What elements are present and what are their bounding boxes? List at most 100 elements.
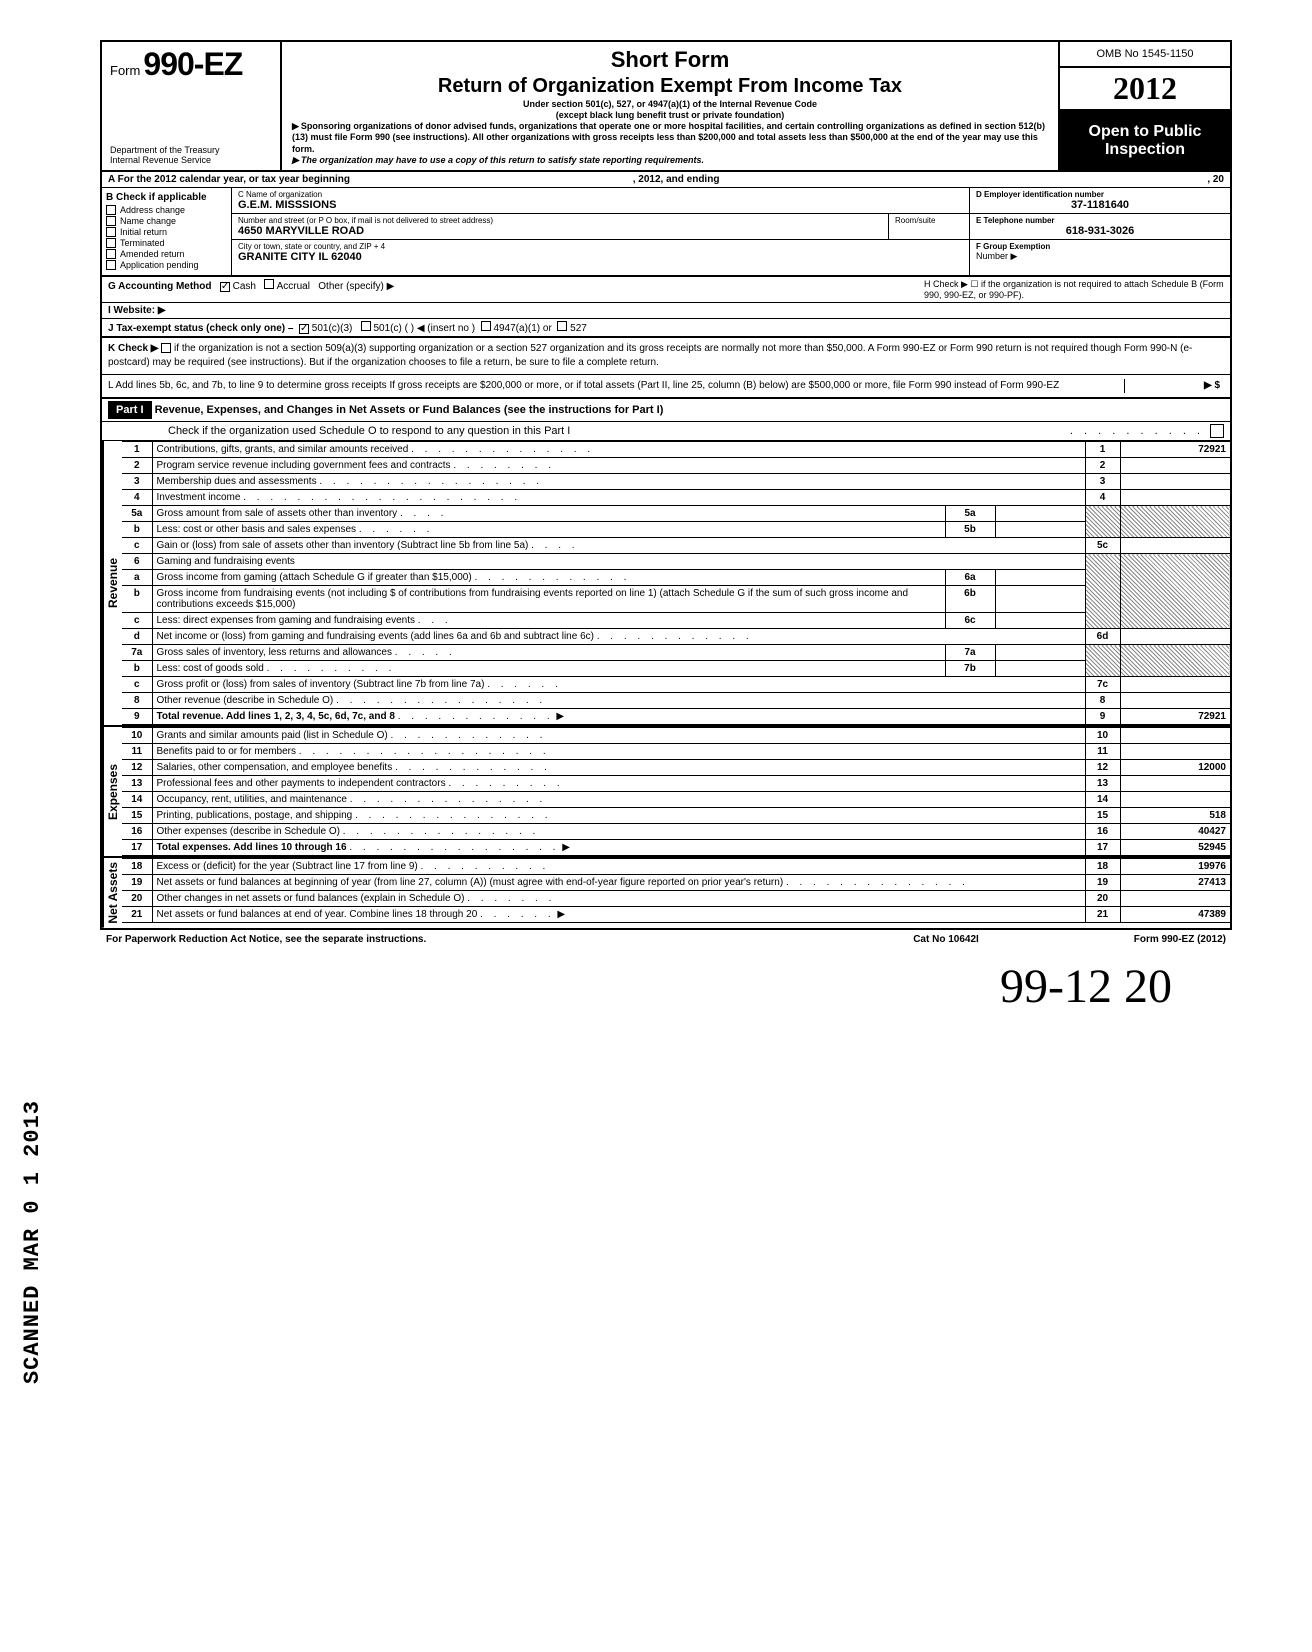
open-line2: Inspection <box>1066 141 1224 159</box>
line-5b: bLess: cost or other basis and sales exp… <box>122 522 1230 538</box>
website-label: I Website: ▶ <box>108 305 166 316</box>
row-a-tax-year: A For the 2012 calendar year, or tax yea… <box>102 172 1230 188</box>
line-4: 4Investment income . . . . . . . . . . .… <box>122 490 1230 506</box>
chk-501c3[interactable] <box>299 324 309 334</box>
chk-527[interactable] <box>557 321 567 331</box>
revenue-section: Revenue 1Contributions, gifts, grants, a… <box>102 441 1230 727</box>
open-line1: Open to Public <box>1066 123 1224 141</box>
revenue-table: 1Contributions, gifts, grants, and simil… <box>122 441 1230 725</box>
part-1-check-row: Check if the organization used Schedule … <box>102 422 1230 441</box>
insert-no: ) ◀ (insert no ) <box>411 323 475 334</box>
chk-app-pending[interactable]: Application pending <box>106 260 227 270</box>
line-14: 14Occupancy, rent, utilities, and mainte… <box>122 792 1230 808</box>
part-1-header-row: Part I Revenue, Expenses, and Changes in… <box>102 399 1230 422</box>
row-a-mid: , 2012, and ending <box>633 174 720 185</box>
org-name-value: G.E.M. MISSSIONS <box>238 199 963 211</box>
chk-label: Name change <box>120 216 176 226</box>
line-6b: bGross income from fundraising events (n… <box>122 586 1230 613</box>
527-label: 527 <box>570 323 587 334</box>
line-5a: 5aGross amount from sale of assets other… <box>122 506 1230 522</box>
line-13: 13Professional fees and other payments t… <box>122 776 1230 792</box>
page-footer: For Paperwork Reduction Act Notice, see … <box>100 930 1232 949</box>
row-l: L Add lines 5b, 6c, and 7b, to line 9 to… <box>102 375 1230 399</box>
row-a-right: , 20 <box>964 174 1224 185</box>
addr-value: 4650 MARYVILLE ROAD <box>238 225 882 237</box>
chk-schedule-o[interactable] <box>1210 424 1224 438</box>
line-8: 8Other revenue (describe in Schedule O) … <box>122 693 1230 709</box>
line-1: 1Contributions, gifts, grants, and simil… <box>122 442 1230 458</box>
line-18: 18Excess or (deficit) for the year (Subt… <box>122 859 1230 875</box>
line-5c: cGain or (loss) from sale of assets othe… <box>122 538 1230 554</box>
footer-catno: Cat No 10642I <box>846 934 1046 945</box>
cash-label: Cash <box>233 281 256 292</box>
city-value: GRANITE CITY IL 62040 <box>238 251 963 263</box>
group-number-label: Number ▶ <box>976 251 1224 262</box>
chk-4947[interactable] <box>481 321 491 331</box>
l-amount: ▶ $ <box>1124 379 1224 393</box>
4947-label: 4947(a)(1) or <box>493 323 551 334</box>
line-6c: cLess: direct expenses from gaming and f… <box>122 613 1230 629</box>
line-11: 11Benefits paid to or for members . . . … <box>122 744 1230 760</box>
header-left: Form 990-EZ Department of the Treasury I… <box>102 42 282 170</box>
line-21: 21Net assets or fund balances at end of … <box>122 907 1230 923</box>
line-7a: 7aGross sales of inventory, less returns… <box>122 645 1230 661</box>
handwritten-note: 99-12 20 <box>100 959 1232 1014</box>
year-value: 2012 <box>1113 70 1177 106</box>
line-3: 3Membership dues and assessments . . . .… <box>122 474 1230 490</box>
header-right: OMB No 1545-1150 2012 Open to Public Ins… <box>1060 42 1230 170</box>
room-cell: Room/suite <box>889 214 969 239</box>
part-1-title: Revenue, Expenses, and Changes in Net As… <box>155 404 1224 416</box>
line-9: 9Total revenue. Add lines 1, 2, 3, 4, 5c… <box>122 709 1230 725</box>
subtitle-3: Sponsoring organizations of donor advise… <box>292 121 1048 155</box>
k-text: if the organization is not a section 509… <box>108 343 1192 368</box>
row-a-left: A For the 2012 calendar year, or tax yea… <box>108 174 350 185</box>
line-10: 10Grants and similar amounts paid (list … <box>122 728 1230 744</box>
chk-k[interactable] <box>161 343 171 353</box>
ein-cell: D Employer identification number 37-1181… <box>970 188 1230 214</box>
b-header: B Check if applicable <box>106 192 227 203</box>
line-12: 12Salaries, other compensation, and empl… <box>122 760 1230 776</box>
header-middle: Short Form Return of Organization Exempt… <box>282 42 1060 170</box>
footer-formref: Form 990-EZ (2012) <box>1046 934 1226 945</box>
form-990ez: Form 990-EZ Department of the Treasury I… <box>100 40 1232 930</box>
phone-cell: E Telephone number 618-931-3026 <box>970 214 1230 240</box>
subtitle-2: (except black lung benefit trust or priv… <box>292 110 1048 121</box>
line-6d: dNet income or (loss) from gaming and fu… <box>122 629 1230 645</box>
omb-number: OMB No 1545-1150 <box>1060 42 1230 68</box>
line-6a: aGross income from gaming (attach Schedu… <box>122 570 1230 586</box>
short-form-title: Short Form <box>292 46 1048 74</box>
chk-label: Initial return <box>120 227 167 237</box>
subtitle-1: Under section 501(c), 527, or 4947(a)(1)… <box>292 99 1048 110</box>
chk-label: Application pending <box>120 260 199 270</box>
chk-label: Amended return <box>120 249 185 259</box>
phone-label: E Telephone number <box>976 216 1224 225</box>
expenses-section: Expenses 10Grants and similar amounts pa… <box>102 727 1230 858</box>
return-title: Return of Organization Exempt From Incom… <box>292 74 1048 99</box>
org-name-cell: C Name of organization G.E.M. MISSSIONS <box>232 188 969 214</box>
h-schedule-b: H Check ▶ ☐ if the organization is not r… <box>924 279 1224 300</box>
city-cell: City or town, state or country, and ZIP … <box>232 240 969 265</box>
chk-terminated[interactable]: Terminated <box>106 238 227 248</box>
chk-address-change[interactable]: Address change <box>106 205 227 215</box>
netassets-side-label: Net Assets <box>102 858 122 928</box>
chk-amended[interactable]: Amended return <box>106 249 227 259</box>
org-name-label: C Name of organization <box>238 190 963 199</box>
group-exempt-cell: F Group Exemption Number ▶ <box>970 240 1230 264</box>
k-label: K Check ▶ <box>108 343 158 354</box>
open-to-public: Open to Public Inspection <box>1060 111 1230 170</box>
group-label: F Group Exemption <box>976 242 1224 251</box>
revenue-side-label: Revenue <box>102 441 122 725</box>
tax-year: 2012 <box>1060 68 1230 111</box>
chk-cash[interactable] <box>220 282 230 292</box>
col-b-checkboxes: B Check if applicable Address change Nam… <box>102 188 232 275</box>
dept-line2: Internal Revenue Service <box>110 156 272 166</box>
chk-name-change[interactable]: Name change <box>106 216 227 226</box>
line-15: 15Printing, publications, postage, and s… <box>122 808 1230 824</box>
chk-accrual[interactable] <box>264 279 274 289</box>
row-j-exempt-status: J Tax-exempt status (check only one) – 5… <box>102 319 1230 338</box>
accrual-label: Accrual <box>277 281 310 292</box>
footer-paperwork: For Paperwork Reduction Act Notice, see … <box>106 934 846 945</box>
chk-501c[interactable] <box>361 321 371 331</box>
chk-initial-return[interactable]: Initial return <box>106 227 227 237</box>
501c-label: 501(c) ( <box>373 323 407 334</box>
